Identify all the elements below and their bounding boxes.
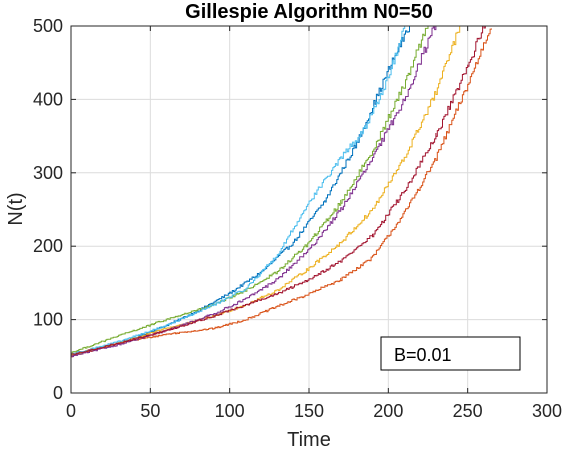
annotation-box: B=0.01: [380, 336, 521, 371]
y-tick-label: 200: [33, 236, 63, 256]
x-tick-labels: 0 50 100 150 200 250 300: [66, 401, 562, 421]
y-tick-label: 400: [33, 89, 63, 109]
annotation-text: B=0.01: [394, 345, 452, 365]
y-tick-label: 500: [33, 16, 63, 36]
x-tick-label: 0: [66, 401, 76, 421]
series-line-7: [71, 26, 486, 355]
series-layer: [71, 26, 492, 358]
y-tick-label: 100: [33, 310, 63, 330]
x-axis-label: Time: [287, 429, 331, 449]
y-tick-label: 0: [53, 383, 63, 403]
series-line-2: [71, 28, 492, 358]
x-tick-label: 100: [215, 401, 245, 421]
annotation-border: [380, 336, 521, 371]
series-line-5: [71, 26, 429, 354]
x-tick-label: 250: [453, 401, 483, 421]
y-tick-label: 300: [33, 163, 63, 183]
x-tick-label: 200: [373, 401, 403, 421]
y-axis-label: N(t): [5, 192, 27, 225]
chart-title: Gillespie Algorithm N0=50: [185, 1, 433, 23]
y-tick-labels: 0 100 200 300 400 500: [33, 16, 63, 403]
series-line-6: [71, 26, 406, 355]
x-tick-label: 150: [294, 401, 324, 421]
x-tick-label: 300: [532, 401, 562, 421]
tick-marks: [70, 25, 548, 394]
x-tick-label: 50: [140, 401, 160, 421]
